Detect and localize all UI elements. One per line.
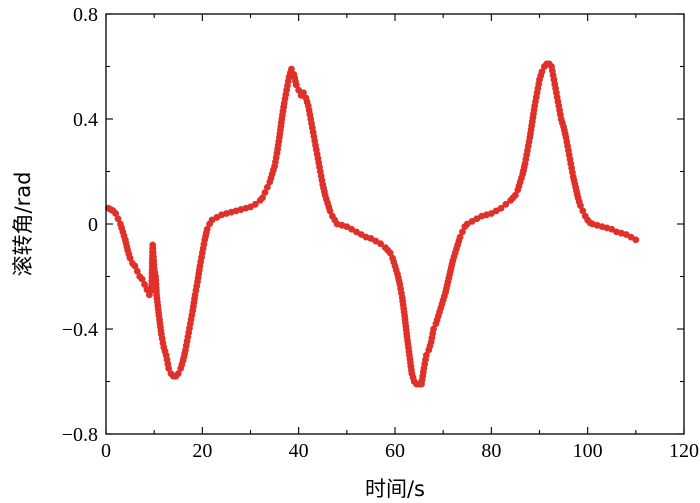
y-tick-label: 0: [88, 214, 98, 236]
x-tick-label: 100: [573, 440, 603, 462]
data-point: [459, 228, 466, 236]
data-point: [377, 240, 384, 248]
data-point: [288, 65, 295, 73]
x-tick-label: 40: [289, 440, 309, 462]
axis-ticks: [105, 13, 685, 435]
y-axis-label: 滚转角/rad: [11, 172, 35, 277]
data-point: [326, 207, 334, 215]
data-point: [203, 225, 211, 233]
data-point: [138, 275, 146, 283]
y-tick-label: −0.4: [62, 319, 98, 341]
y-tick-label: 0.8: [73, 4, 98, 26]
data-point: [165, 364, 173, 372]
data-point: [456, 233, 464, 241]
axis-tick-labels: 0 20 40 60 80 100 120 −0.8 −0.4 0 0.4 0.8: [62, 4, 699, 462]
data-point: [502, 200, 510, 208]
data-point: [292, 81, 300, 89]
data-point: [131, 262, 139, 270]
data-point: [497, 204, 505, 212]
data-point: [261, 189, 269, 196]
data-point: [126, 254, 134, 262]
data-point: [251, 200, 259, 208]
data-point: [386, 249, 394, 257]
data-point: [141, 280, 148, 288]
x-tick-label: 80: [481, 440, 501, 462]
data-point: [259, 194, 266, 202]
data-points: [105, 60, 640, 388]
data-point: [114, 215, 122, 223]
data-point: [579, 207, 587, 215]
data-point: [538, 68, 546, 76]
x-tick-label: 60: [385, 440, 405, 462]
y-tick-label: −0.8: [62, 424, 98, 446]
data-point: [577, 202, 584, 210]
y-tick-label: 0.4: [73, 109, 98, 131]
x-tick-label: 120: [669, 440, 699, 462]
x-tick-label: 20: [192, 440, 212, 462]
data-point: [133, 267, 141, 275]
data-point: [422, 351, 430, 359]
data-point: [512, 191, 519, 199]
data-point: [300, 89, 307, 97]
x-tick-label: 0: [101, 440, 111, 462]
data-point: [112, 210, 120, 217]
data-point: [263, 183, 271, 191]
data-point: [430, 325, 437, 333]
data-point: [174, 370, 182, 378]
x-axis-label: 时间/s: [365, 477, 425, 501]
data-point: [632, 236, 640, 244]
